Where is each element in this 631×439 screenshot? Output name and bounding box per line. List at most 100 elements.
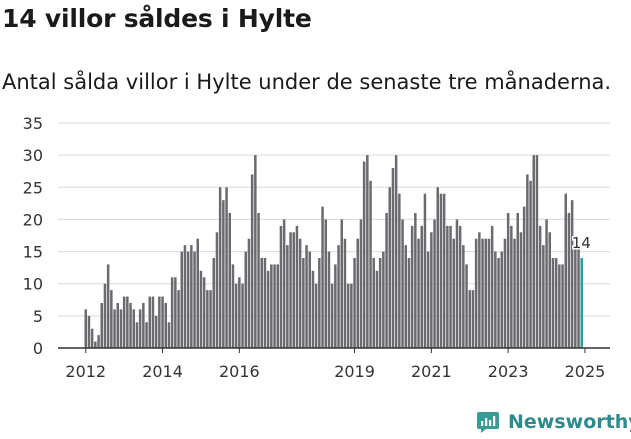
bar bbox=[366, 155, 369, 348]
bar bbox=[378, 258, 382, 348]
bar bbox=[154, 315, 158, 348]
bar bbox=[305, 245, 308, 348]
bar bbox=[164, 303, 167, 348]
bar bbox=[478, 232, 481, 348]
bar bbox=[545, 219, 548, 348]
bar bbox=[340, 219, 343, 348]
bar bbox=[318, 258, 321, 348]
bar bbox=[503, 238, 507, 348]
bar bbox=[206, 290, 209, 348]
bar bbox=[388, 187, 391, 348]
bar bbox=[215, 232, 219, 348]
bar bbox=[484, 238, 487, 348]
bar bbox=[94, 341, 97, 348]
bar bbox=[513, 238, 516, 348]
bar bbox=[106, 264, 110, 348]
bar bbox=[126, 296, 129, 348]
bar bbox=[308, 251, 311, 348]
bar bbox=[119, 309, 123, 348]
bar bbox=[212, 258, 215, 348]
bar bbox=[282, 219, 286, 348]
bar bbox=[446, 225, 449, 348]
bar bbox=[202, 277, 206, 348]
y-tick-label: 35 bbox=[23, 114, 43, 133]
bar bbox=[382, 251, 385, 348]
bar bbox=[279, 225, 283, 348]
bar bbox=[407, 258, 411, 348]
bar bbox=[436, 187, 439, 348]
bar bbox=[177, 290, 180, 348]
bar bbox=[535, 155, 539, 348]
bar bbox=[426, 251, 430, 348]
bar bbox=[577, 245, 580, 348]
bar bbox=[564, 193, 567, 348]
bar bbox=[420, 225, 423, 348]
bar bbox=[209, 290, 212, 348]
bar bbox=[145, 322, 148, 348]
bar bbox=[567, 213, 571, 348]
bar bbox=[449, 225, 452, 348]
bar bbox=[455, 219, 459, 348]
bar bbox=[135, 322, 139, 348]
bar bbox=[542, 245, 545, 348]
bar bbox=[404, 245, 407, 348]
bar bbox=[196, 238, 199, 348]
bar bbox=[295, 225, 299, 348]
bar bbox=[558, 264, 561, 348]
bar bbox=[234, 283, 238, 348]
bar bbox=[529, 180, 532, 348]
newsworthy-logo: Newsworthy bbox=[476, 407, 631, 437]
bar bbox=[87, 315, 91, 348]
bar bbox=[90, 328, 94, 348]
bar bbox=[442, 193, 446, 348]
bar bbox=[494, 251, 497, 348]
x-tick-label: 2023 bbox=[488, 362, 529, 381]
bar bbox=[497, 258, 500, 348]
bar bbox=[516, 213, 519, 348]
bar bbox=[462, 245, 465, 348]
bar bbox=[487, 238, 491, 348]
bar bbox=[199, 270, 203, 348]
bar bbox=[526, 174, 529, 348]
bar bbox=[538, 225, 542, 348]
bar bbox=[302, 258, 305, 348]
x-tick-label: 2025 bbox=[565, 362, 606, 381]
bar bbox=[247, 238, 251, 348]
bar bbox=[321, 206, 324, 348]
bar bbox=[244, 251, 247, 348]
bar bbox=[398, 193, 401, 348]
bar bbox=[167, 322, 171, 348]
bar bbox=[471, 290, 475, 348]
bar bbox=[193, 251, 196, 348]
bar bbox=[327, 251, 331, 348]
bar bbox=[84, 309, 87, 348]
bar bbox=[372, 258, 375, 348]
bar bbox=[430, 232, 433, 348]
bar bbox=[132, 309, 135, 348]
bar bbox=[346, 283, 350, 348]
bar bbox=[391, 168, 395, 348]
bar bbox=[257, 213, 260, 348]
bar bbox=[324, 219, 327, 348]
bar bbox=[100, 303, 103, 348]
bar bbox=[375, 270, 379, 348]
bar bbox=[113, 309, 116, 348]
bar bbox=[522, 206, 526, 348]
bar bbox=[225, 187, 228, 348]
y-tick-label: 0 bbox=[33, 339, 43, 358]
bar bbox=[350, 283, 353, 348]
bar bbox=[110, 290, 113, 348]
bar bbox=[158, 296, 161, 348]
bar bbox=[222, 200, 225, 348]
bar bbox=[410, 225, 414, 348]
x-tick-label: 2012 bbox=[65, 362, 106, 381]
bar bbox=[298, 238, 302, 348]
bar bbox=[311, 270, 315, 348]
bar bbox=[276, 264, 279, 348]
bar bbox=[138, 309, 142, 348]
bar bbox=[401, 219, 404, 348]
bar bbox=[490, 225, 494, 348]
bar bbox=[174, 277, 177, 348]
bar bbox=[129, 303, 132, 348]
